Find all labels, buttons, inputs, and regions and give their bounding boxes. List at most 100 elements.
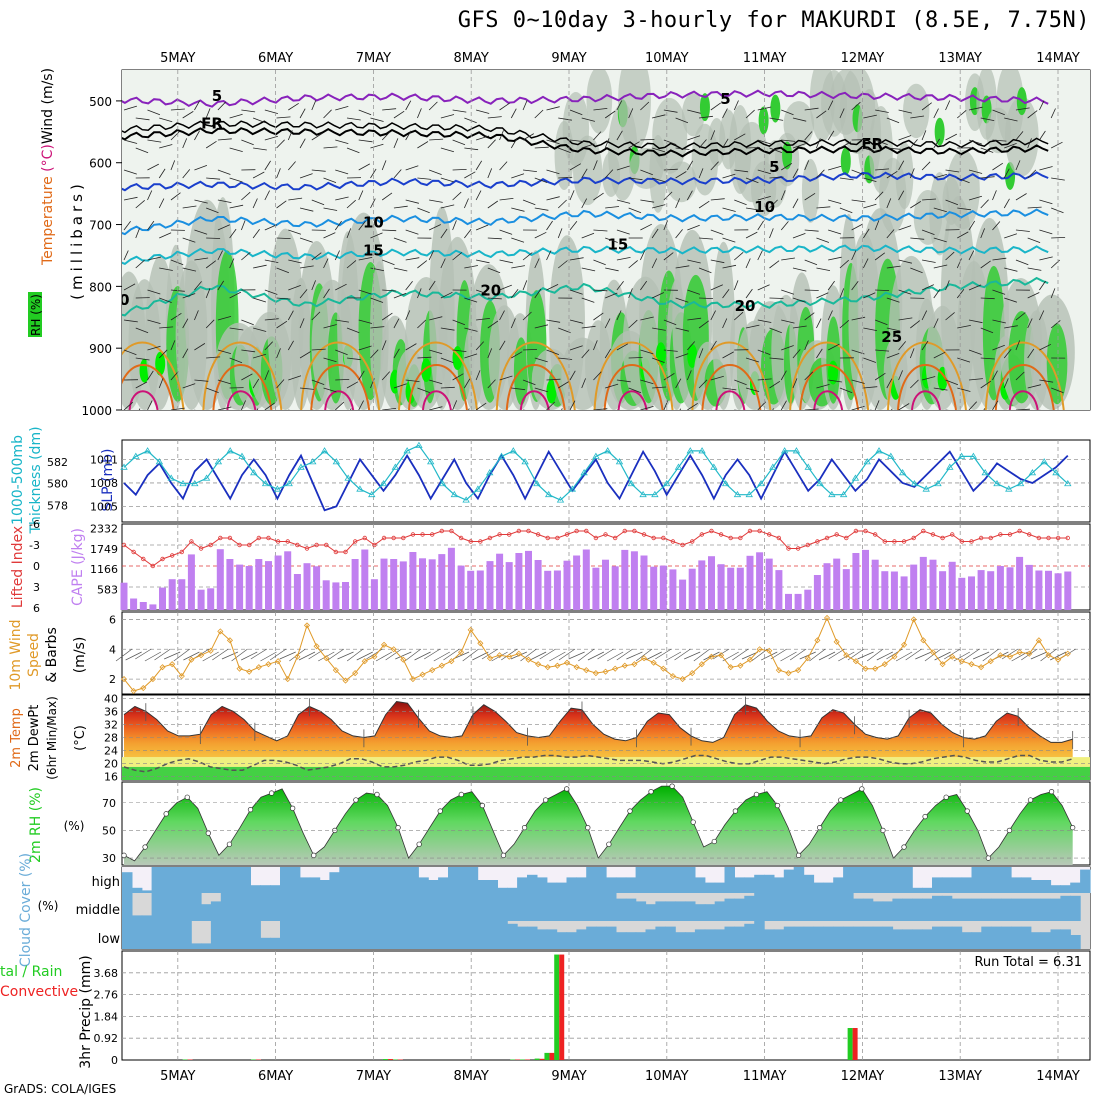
wind-barb: [358, 345, 372, 351]
cloud-cell: [201, 904, 212, 921]
cape-bar: [823, 563, 831, 610]
lifted-index-marker: [641, 532, 647, 537]
wind-barb: [288, 285, 301, 291]
cloud-cell: [892, 867, 903, 893]
lifted-index-marker: [834, 532, 839, 537]
thickness-marker: [651, 490, 659, 498]
cloud-cell: [882, 926, 894, 949]
wind-barb: [123, 105, 138, 111]
wind-speed-marker: [708, 653, 715, 660]
xs-ytick-label: 800: [89, 280, 112, 294]
wind-barb: [804, 107, 819, 111]
surface-wind-barb: [529, 651, 547, 661]
wind-barb: [123, 220, 131, 231]
wind-barb: [874, 220, 880, 231]
thickness-label-2: Thickness (dm): [28, 426, 44, 534]
wind-barb: [194, 130, 200, 141]
cloud-cell: [201, 867, 212, 893]
surface-wind-barb: [337, 651, 354, 660]
thickness-marker: [1005, 485, 1013, 492]
wind-barb: [417, 141, 429, 149]
wind-speed-marker: [640, 655, 648, 662]
wind-barb: [452, 169, 467, 171]
thickness-marker: [969, 452, 978, 459]
cloud-cell: [773, 877, 785, 893]
wind-barb: [1051, 418, 1065, 420]
wind-barb: [534, 288, 542, 299]
surface-wind-barb: [568, 651, 585, 660]
isotherm-35: [421, 390, 452, 410]
wind-barb: [147, 109, 161, 116]
thickness-marker: [509, 447, 518, 454]
thickness-marker: [202, 474, 211, 481]
wind-barb: [534, 207, 549, 211]
wind-barb: [393, 267, 408, 272]
wind-barb: [276, 267, 290, 274]
cloud-cell: [1020, 898, 1032, 921]
wind-barb: [957, 177, 970, 184]
isotherm-label: 15: [607, 235, 628, 253]
cloud-cell: [418, 893, 429, 921]
wind-speed-marker: [968, 661, 975, 668]
wind-barb: [229, 113, 243, 119]
cape-bar: [852, 553, 860, 610]
wind-barb: [147, 190, 153, 201]
lifted-index-marker: [776, 535, 782, 541]
wind-barb: [147, 256, 161, 261]
wind-barb: [487, 237, 502, 240]
cape-bar: [996, 566, 1004, 610]
precip-conv-bar: [388, 1059, 394, 1060]
isotherm-35: [226, 390, 257, 410]
wind-barb: [546, 250, 552, 261]
cape-bar: [399, 561, 407, 610]
wind-barb: [921, 161, 931, 171]
cloud-cell: [359, 867, 370, 893]
wind-speed-marker: [458, 649, 465, 656]
wind-barb: [487, 168, 493, 179]
cape-bar: [447, 547, 455, 610]
wind-barb: [288, 161, 296, 171]
wind-barb: [968, 401, 977, 410]
cape-bar: [968, 576, 975, 610]
wind-barb: [335, 349, 348, 356]
wind-barb: [546, 349, 560, 355]
cloud-cell: [773, 893, 785, 921]
wind-barb: [370, 143, 384, 149]
surface-wind-barb: [164, 651, 181, 660]
cloud-cell: [734, 926, 745, 949]
wind-barb: [992, 162, 1004, 171]
cloud-cell: [329, 921, 340, 949]
temp-label-word: Temperature: [40, 176, 56, 266]
wind-barb: [675, 378, 682, 389]
surface-wind-barb: [866, 648, 884, 662]
wind-barb: [828, 379, 842, 383]
wind-barb: [417, 288, 422, 299]
surface-wind-barb: [828, 648, 845, 660]
wind-barb: [921, 130, 927, 141]
wind-barb: [194, 343, 206, 351]
wind-barb: [464, 117, 477, 124]
temp-side-label: Temperature (°C)Wind (m/s): [40, 68, 56, 266]
lifted-index-marker: [169, 553, 175, 558]
wind-barb: [475, 135, 490, 141]
lifted-index-marker: [285, 539, 290, 544]
wind-barb: [370, 232, 383, 239]
wind-barb: [816, 110, 827, 119]
wind-speed-marker: [650, 659, 657, 666]
wind-barb: [710, 310, 716, 321]
thickness-marker: [851, 474, 860, 481]
cloud-cell: [922, 898, 933, 921]
wind-barb: [992, 370, 998, 381]
wind-barb: [1015, 229, 1030, 232]
wind-barb: [323, 324, 337, 329]
thickness-marker: [887, 452, 895, 459]
wind-barb: [945, 169, 960, 173]
wind-barb: [487, 379, 496, 389]
slp-panel: [121, 439, 1091, 523]
wind-barb: [393, 348, 400, 359]
cloud-cell: [428, 880, 439, 893]
wind-barb: [252, 353, 267, 359]
wind-barb: [194, 199, 208, 204]
cloud-cell: [309, 893, 321, 921]
wind-barb: [346, 117, 361, 121]
